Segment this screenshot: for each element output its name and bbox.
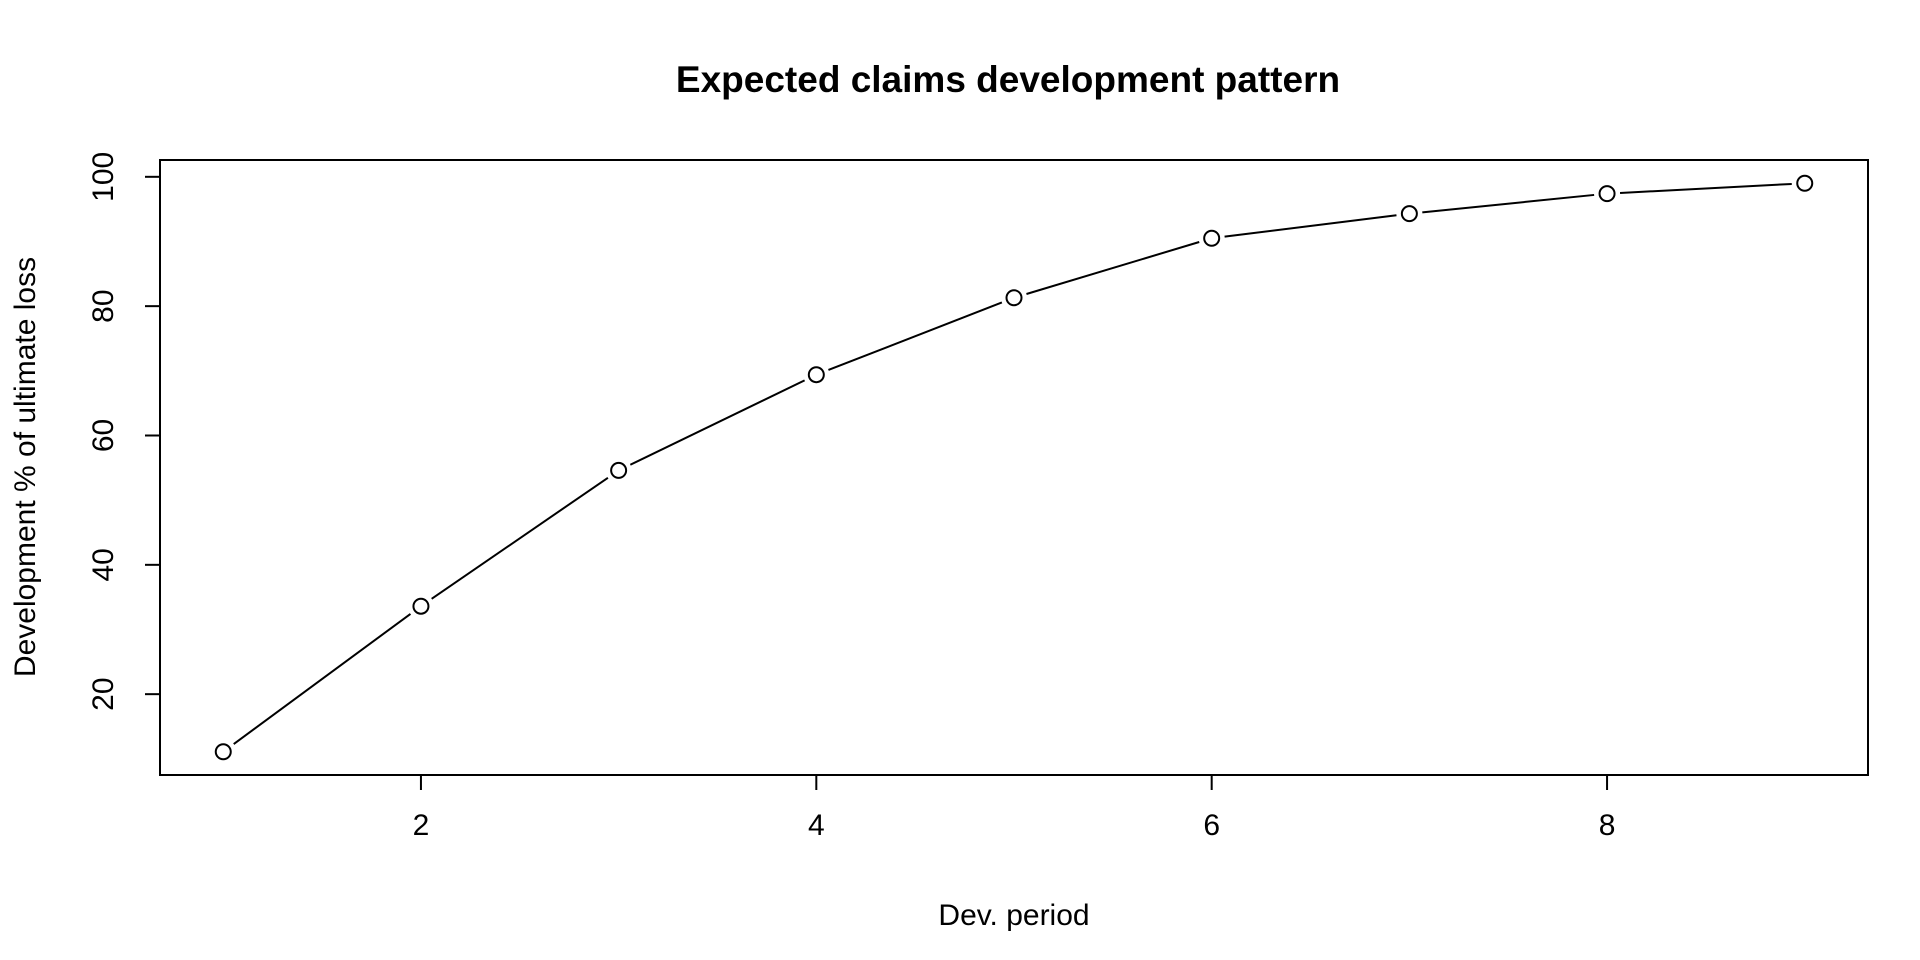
line-segment — [233, 613, 412, 745]
data-point — [412, 597, 430, 615]
data-point — [1203, 229, 1221, 247]
x-axis-label: Dev. period — [938, 899, 1089, 932]
x-tick-label: 6 — [1203, 809, 1220, 842]
chart-title: Expected claims development pattern — [676, 59, 1340, 100]
data-point — [1005, 289, 1023, 307]
y-tick-label: 20 — [87, 677, 120, 710]
data-point — [1598, 185, 1616, 203]
x-tick-label: 4 — [808, 809, 825, 842]
line-segment — [1026, 241, 1200, 295]
line-segment — [1224, 214, 1397, 238]
y-axis: 20 40 60 80 100 — [87, 152, 160, 711]
data-point — [214, 743, 232, 761]
x-tick-label: 2 — [413, 809, 430, 842]
series-line — [233, 182, 1792, 745]
data-point — [807, 366, 825, 384]
y-tick-label: 100 — [87, 152, 120, 202]
data-point — [1400, 205, 1418, 223]
data-point — [610, 461, 628, 479]
x-tick-label: 8 — [1599, 809, 1616, 842]
y-tick-label: 40 — [87, 548, 120, 581]
x-axis: 2 4 6 8 — [413, 775, 1616, 842]
line-segment — [629, 379, 806, 466]
data-point — [1796, 174, 1814, 192]
line-segment — [828, 301, 1003, 371]
plot-frame — [159, 159, 1869, 776]
line-segment — [1422, 193, 1595, 214]
y-tick-label: 80 — [87, 289, 120, 322]
y-tick-label: 60 — [87, 419, 120, 452]
line-segment — [1619, 182, 1792, 194]
y-axis-label: Development % of ultimate loss — [9, 257, 42, 677]
line-segment — [431, 476, 609, 600]
series-points — [214, 174, 1814, 761]
